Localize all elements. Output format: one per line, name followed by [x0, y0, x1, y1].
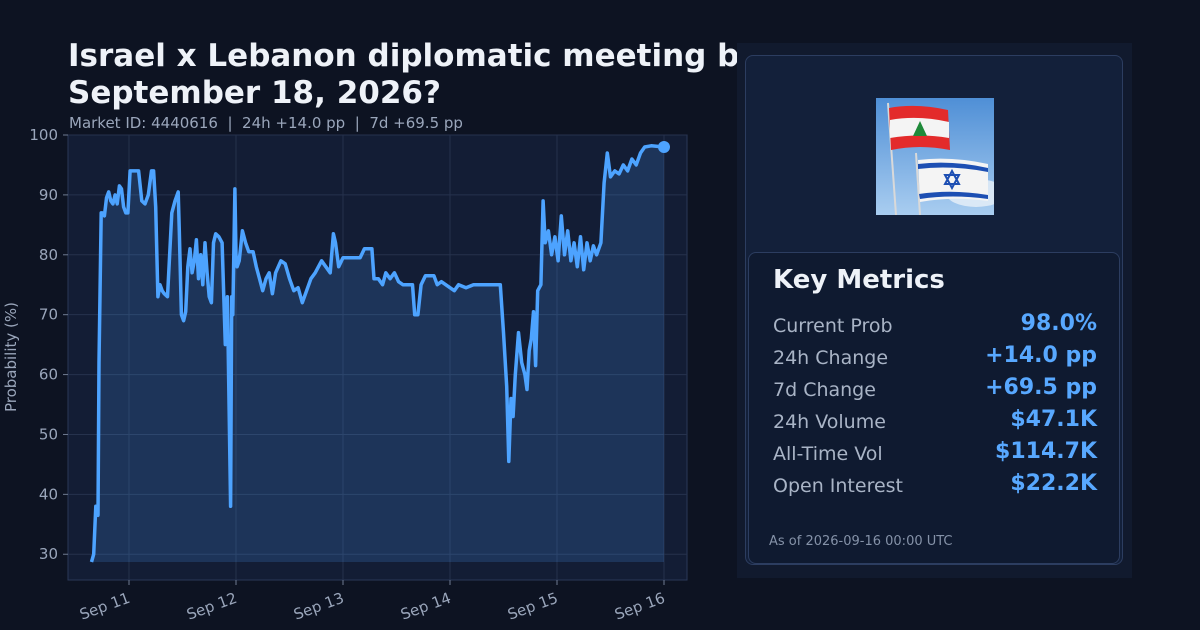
key-metrics: Key Metrics Current Prob 98.0% 24h Change +…: [748, 252, 1120, 564]
metric-row: Open Interest $22.2K: [773, 471, 1097, 501]
chart-title: Israel x Lebanon diplomatic meeting by S…: [68, 38, 760, 111]
metric-value: $22.2K: [1010, 471, 1097, 496]
labels: 30 40 50 60 70 80 90 100 Sep 11 Sep 12 Sep 13 Sep 1…: [29, 126, 667, 624]
metric-value: $47.1K: [1010, 407, 1097, 432]
metric-value: +69.5 pp: [985, 375, 1097, 400]
flags-image: [876, 98, 994, 215]
metric-label: Open Interest: [773, 475, 904, 497]
x-tick-label: Sep 15: [505, 589, 560, 624]
side-panel: Key Metrics Current Prob 98.0% 24h Change +…: [737, 43, 1132, 578]
line: [89, 144, 665, 563]
metric-label: 24h Change: [773, 347, 889, 369]
metric-row: 24h Change +14.0 pp: [773, 343, 1097, 373]
metric-row: 24h Volume $47.1K: [773, 407, 1097, 437]
y-tick-label: 40: [39, 485, 58, 503]
y-axis-label: Probability (%): [2, 302, 20, 412]
metric-value: $114.7K: [995, 439, 1097, 464]
x-tick-label: Sep 13: [291, 589, 346, 624]
y-tick-label: 70: [39, 306, 58, 324]
grid: [63, 134, 687, 585]
metric-row: All-Time Vol $114.7K: [773, 439, 1097, 469]
footnote: As of 2026-09-16 00:00 UTC: [769, 534, 953, 549]
metric-row: Current Prob 98.0%: [773, 311, 1097, 341]
x-tick-label: Sep 12: [184, 589, 239, 624]
x-tick-label: Sep 16: [612, 589, 667, 624]
metrics-title: Key Metrics: [773, 265, 945, 295]
y-tick-label: 100: [29, 126, 58, 144]
metric-value: 98.0%: [1020, 311, 1097, 336]
end-marker: [657, 140, 670, 153]
metric-label: 24h Volume: [773, 411, 886, 433]
y-tick-label: 80: [39, 246, 58, 264]
marks: [89, 140, 670, 563]
x-tick-label: Sep 14: [398, 589, 453, 624]
chart: 30 40 50 60 70 80 90 100 Sep 11 Sep 12 Sep 13 Sep 1…: [2, 126, 688, 624]
metric-label: 7d Change: [773, 379, 876, 401]
y-tick-label: 30: [39, 545, 58, 563]
metric-row: 7d Change +69.5 pp: [773, 375, 1097, 405]
metric-label: Current Prob: [773, 315, 893, 337]
chart-subtitle: Market ID: 4440616 | 24h +14.0 pp | 7d +…: [69, 114, 463, 132]
x-tick-label: Sep 11: [77, 589, 132, 624]
panel-card: Key Metrics Current Prob 98.0% 24h Change +…: [745, 55, 1123, 565]
y-tick-label: 90: [39, 186, 58, 204]
y-tick-label: 50: [39, 425, 58, 443]
metric-label: All-Time Vol: [773, 443, 883, 465]
metric-value: +14.0 pp: [985, 343, 1097, 368]
y-tick-label: 60: [39, 366, 58, 384]
